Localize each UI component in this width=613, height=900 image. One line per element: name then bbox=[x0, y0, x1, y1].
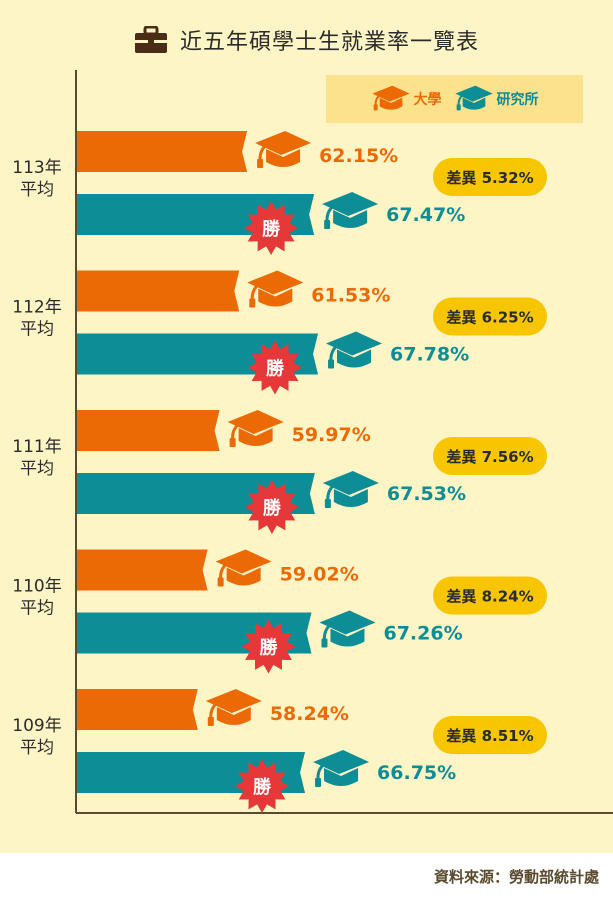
bar-university bbox=[77, 270, 240, 312]
bar-chart: 113年平均 62.15% 67.47% 勝 差異 5.32% 112年平均 61.53% 6… bbox=[12, 70, 613, 814]
legend-label-graduate: 研究所 bbox=[496, 92, 539, 108]
briefcase-icon bbox=[134, 26, 167, 53]
starburst-icon bbox=[244, 201, 299, 255]
value-label-graduate: 67.78% bbox=[390, 344, 469, 366]
graduation-cap-icon bbox=[326, 331, 383, 369]
value-label-university: 61.53% bbox=[311, 285, 390, 307]
graduation-cap-icon bbox=[454, 85, 493, 111]
bar-university bbox=[77, 549, 208, 591]
difference-label: 差異 7.56% bbox=[446, 448, 533, 466]
win-label: 勝 bbox=[259, 637, 278, 659]
win-label: 勝 bbox=[266, 358, 285, 380]
difference-pill bbox=[433, 297, 547, 336]
win-label: 勝 bbox=[253, 776, 272, 798]
value-label-university: 59.97% bbox=[292, 424, 371, 446]
difference-pill bbox=[433, 158, 547, 196]
chart-title: 近五年碩學士生就業率一覽表 bbox=[179, 30, 479, 55]
category-label: 112年平均 bbox=[12, 298, 61, 340]
category-label: 111年平均 bbox=[12, 437, 61, 479]
legend-label-university: 大學 bbox=[413, 92, 442, 108]
bar-university bbox=[77, 131, 248, 172]
legend: 大學 研究所 bbox=[326, 75, 583, 123]
graduation-cap-icon bbox=[247, 270, 304, 308]
graduation-cap-icon bbox=[255, 131, 312, 168]
value-label-graduate: 67.47% bbox=[386, 204, 465, 226]
difference-pill bbox=[433, 716, 547, 754]
title-row: 近五年碩學士生就業率一覽表 bbox=[0, 18, 613, 62]
difference-label: 差異 8.24% bbox=[446, 588, 533, 606]
starburst-icon bbox=[244, 480, 299, 534]
category-label: 109年平均 bbox=[12, 716, 61, 758]
graduation-cap-icon bbox=[313, 750, 370, 787]
difference-label: 差異 5.32% bbox=[446, 169, 533, 187]
graduation-cap-icon bbox=[227, 410, 284, 447]
difference-pill bbox=[433, 576, 547, 615]
graduation-cap-icon bbox=[371, 85, 410, 111]
difference-label: 差異 6.25% bbox=[446, 309, 533, 327]
graduation-cap-icon bbox=[322, 192, 379, 229]
difference-label: 差異 8.51% bbox=[446, 727, 533, 745]
graduation-cap-icon bbox=[205, 689, 262, 726]
bar-university bbox=[77, 689, 198, 730]
value-label-university: 59.02% bbox=[280, 564, 359, 586]
starburst-icon bbox=[241, 619, 296, 674]
graduation-cap-icon bbox=[322, 471, 379, 508]
category-label: 113年平均 bbox=[12, 158, 61, 200]
legend-item-university: 大學 bbox=[371, 84, 442, 114]
bar-university bbox=[77, 410, 220, 451]
source-note: 資料來源：勞動部統計處 bbox=[433, 868, 599, 886]
win-label: 勝 bbox=[262, 218, 281, 240]
difference-pill bbox=[433, 437, 547, 475]
starburst-icon bbox=[235, 759, 289, 813]
win-label: 勝 bbox=[263, 497, 282, 519]
value-label-graduate: 67.26% bbox=[383, 623, 462, 645]
category-label: 110年平均 bbox=[12, 577, 61, 619]
value-label-graduate: 67.53% bbox=[387, 483, 466, 505]
graduation-cap-icon bbox=[319, 610, 376, 648]
value-label-university: 58.24% bbox=[270, 703, 349, 725]
value-label-graduate: 66.75% bbox=[377, 762, 456, 784]
legend-item-graduate: 研究所 bbox=[454, 84, 539, 114]
starburst-icon bbox=[248, 340, 302, 395]
value-label-university: 62.15% bbox=[319, 145, 398, 167]
graduation-cap-icon bbox=[215, 549, 272, 587]
